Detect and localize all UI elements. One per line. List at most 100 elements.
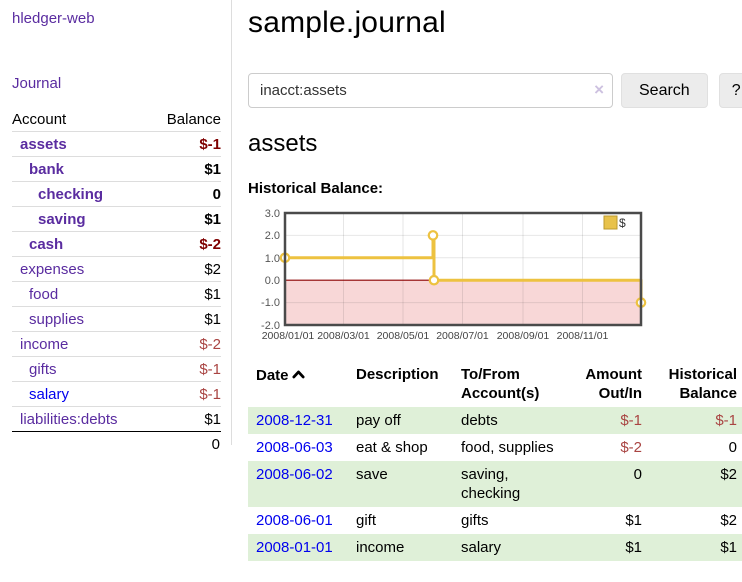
sort-ascending-icon	[291, 365, 305, 384]
transaction-description: gift	[356, 512, 377, 529]
account-link-expenses[interactable]: expenses	[20, 261, 85, 278]
account-link-liabilities-debts[interactable]: liabilities:debts	[20, 411, 118, 428]
transaction-date-link[interactable]: 2008-01-01	[256, 539, 333, 556]
transaction-amount: 0	[633, 466, 642, 483]
transaction-date-link[interactable]: 2008-12-31	[256, 412, 333, 429]
account-row: cash $-2	[12, 231, 221, 257]
account-balance: $1	[150, 406, 221, 432]
account-row: income $-2	[12, 331, 221, 357]
account-balance: $-2	[150, 231, 221, 257]
svg-text:2008/03/01: 2008/03/01	[317, 330, 370, 342]
accounts-table: Account Balance assets $-1 bank $1 check…	[12, 107, 221, 456]
account-link-supplies[interactable]: supplies	[29, 311, 85, 328]
chart-legend: $	[603, 215, 626, 230]
svg-text:2008/11/01: 2008/11/01	[557, 330, 609, 342]
transaction-amount: $1	[625, 539, 642, 556]
account-balance: $2	[150, 256, 221, 282]
legend-label: $	[619, 216, 626, 230]
account-link-checking[interactable]: checking	[38, 186, 104, 203]
account-link-assets[interactable]: assets	[20, 136, 67, 153]
account-row: salary $-1	[12, 381, 221, 407]
transaction-accounts: saving, checking	[461, 466, 521, 502]
account-row: assets $-1	[12, 131, 221, 157]
negative-region	[286, 280, 640, 324]
account-row: checking 0	[12, 181, 221, 207]
clear-search-icon[interactable]: ×	[594, 80, 604, 99]
transaction-historical-balance: $-1	[715, 412, 737, 429]
account-link-cash[interactable]: cash	[29, 236, 64, 253]
svg-text:3.0: 3.0	[265, 208, 280, 220]
account-link-gifts[interactable]: gifts	[29, 361, 57, 378]
page-title: sample.journal	[248, 6, 446, 39]
account-link-saving[interactable]: saving	[38, 211, 86, 228]
transaction-date-link[interactable]: 2008-06-01	[256, 512, 333, 529]
historical-balance-chart: $ 3.0 2.0 1.0 0.0 -1.0 -2.0 2008/01/01 2…	[261, 208, 647, 342]
x-axis-labels: 2008/01/01 2008/03/01 2008/05/01 2008/07…	[262, 330, 609, 342]
search-input[interactable]	[248, 73, 613, 108]
transaction-accounts: debts	[461, 412, 498, 429]
account-heading: assets	[248, 130, 318, 157]
sidebar-item-journal[interactable]: Journal	[12, 75, 62, 92]
account-link-bank[interactable]: bank	[29, 161, 65, 178]
svg-text:2.0: 2.0	[265, 230, 280, 242]
register-row: 2008-01-01 income salary $1 $1	[248, 534, 742, 561]
app-brand-link[interactable]: hledger-web	[12, 10, 95, 27]
svg-text:2008/01/01: 2008/01/01	[262, 330, 315, 342]
accounts-header-account: Account	[12, 111, 67, 128]
account-balance: $-1	[150, 131, 221, 157]
register-row: 2008-12-31 pay off debts $-1 $-1	[248, 407, 742, 434]
register-header-date[interactable]: Date	[248, 361, 348, 407]
plot-border	[283, 211, 643, 327]
register-header-amount: Amount Out/In	[585, 366, 642, 402]
transaction-description: eat & shop	[356, 439, 428, 456]
svg-text:2008/07/01: 2008/07/01	[436, 330, 489, 342]
account-balance: $1	[150, 206, 221, 232]
account-balance: $1	[150, 156, 221, 182]
register-row: 2008-06-01 gift gifts $1 $2	[248, 507, 742, 534]
register-header-tofrom: To/From Account(s)	[461, 366, 540, 402]
account-row: gifts $-1	[12, 356, 221, 382]
account-link-food[interactable]: food	[29, 286, 59, 303]
account-row: food $1	[12, 281, 221, 307]
account-balance: $1	[150, 306, 221, 332]
svg-text:0.0: 0.0	[265, 275, 280, 287]
chart-heading: Historical Balance:	[248, 180, 384, 197]
y-axis-labels: 3.0 2.0 1.0 0.0 -1.0 -2.0	[261, 208, 280, 332]
account-balance: $1	[150, 281, 221, 307]
svg-text:2008/09/01: 2008/09/01	[497, 330, 550, 342]
account-row: bank $1	[12, 156, 221, 182]
account-link-income[interactable]: income	[20, 336, 69, 353]
transaction-description: pay off	[356, 412, 401, 429]
main-content: sample.journal × Search ? assets Histori…	[240, 0, 742, 561]
register-header-historical: Historical Balance	[668, 366, 737, 402]
register-header-description: Description	[356, 366, 439, 383]
transaction-amount: $-1	[620, 412, 642, 429]
transaction-historical-balance: $2	[720, 466, 737, 483]
account-row: expenses $2	[12, 256, 221, 282]
account-row: supplies $1	[12, 306, 221, 332]
account-balance: 0	[150, 181, 221, 207]
svg-text:-2.0: -2.0	[261, 320, 280, 332]
accounts-total-value: 0	[150, 431, 221, 456]
svg-text:-1.0: -1.0	[261, 297, 280, 309]
sidebar: hledger-web Journal Account Balance asse…	[0, 0, 232, 456]
register-table: Date Description To/From Account(s) Amou…	[248, 361, 742, 561]
account-link-salary[interactable]: salary	[29, 386, 70, 403]
transaction-description: income	[356, 539, 405, 556]
transaction-historical-balance: $2	[720, 512, 737, 529]
transaction-date-link[interactable]: 2008-06-02	[256, 466, 333, 483]
legend-swatch	[603, 215, 618, 230]
svg-text:2008/05/01: 2008/05/01	[377, 330, 430, 342]
account-balance: $-1	[150, 381, 221, 407]
transaction-amount: $-2	[620, 439, 642, 456]
transaction-historical-balance: 0	[728, 439, 737, 456]
transaction-date-link[interactable]: 2008-06-03	[256, 439, 333, 456]
transaction-accounts: salary	[461, 539, 502, 556]
svg-text:1.0: 1.0	[265, 253, 280, 265]
account-row: saving $1	[12, 206, 221, 232]
search-button[interactable]: Search	[621, 73, 708, 108]
transaction-accounts: gifts	[461, 512, 489, 529]
accounts-total-row: 0	[12, 431, 221, 456]
transaction-description: save	[356, 466, 388, 483]
help-button[interactable]: ?	[718, 73, 742, 108]
